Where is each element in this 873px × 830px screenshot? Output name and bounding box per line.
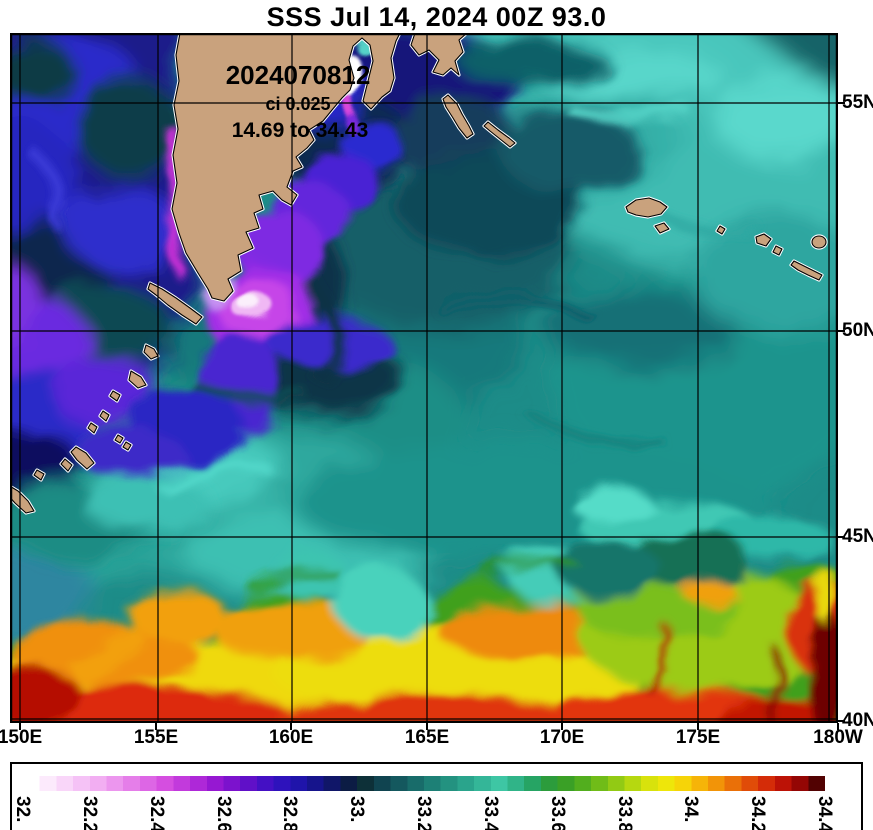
lat-label-50N: 50N (842, 320, 873, 341)
colorbar-tick-label: 32.8 (279, 796, 301, 830)
colorbar-tick-label: 32.2 (78, 796, 100, 830)
colorbar-tick-label: 32. (12, 796, 33, 823)
lon-tick (837, 723, 839, 730)
lat-tick (838, 102, 845, 104)
colorbar-tick-label: 33.2 (413, 796, 434, 830)
lat-tick (838, 330, 845, 332)
lon-label-160E: 160E (268, 727, 314, 748)
ocean-field (10, 33, 838, 723)
lon-label-165E: 165E (404, 727, 450, 748)
lat-label-40N: 40N (842, 710, 873, 731)
colorbar-tick-label: 33.4 (479, 796, 501, 830)
colorbar-gradient (23, 776, 825, 791)
salinity-map-svg: 2024070812 ci 0.025 14.69 to 34.43 (4, 31, 839, 724)
colorbar-tick-label: 33.8 (613, 796, 635, 830)
lon-label-175E: 175E (675, 727, 721, 748)
colorbar-tick-label: 34.2 (747, 796, 769, 830)
lat-tick (838, 536, 845, 538)
lat-label-55N: 55N (842, 92, 873, 113)
annotation-run-id: 2024070812 (226, 60, 371, 90)
lon-label-170E: 170E (539, 727, 585, 748)
colorbar-tick-label: 33.6 (546, 796, 568, 830)
map-area: 2024070812 ci 0.025 14.69 to 34.43 (4, 31, 839, 724)
colorbar-tick-label: 32.6 (212, 796, 234, 830)
plot-title: SSS Jul 14, 2024 00Z 93.0 (266, 2, 607, 32)
colorbar-tick-label: 34. (680, 796, 702, 823)
colorbar-tick-label: 32.4 (145, 796, 167, 830)
lat-label-45N: 45N (842, 526, 873, 547)
lon-tick (697, 723, 699, 730)
lon-label-180W: 180W (813, 727, 863, 748)
annotation-value-range: 14.69 to 34.43 (232, 119, 369, 142)
lon-tick (426, 723, 428, 730)
lon-tick (290, 723, 292, 730)
colorbar-tick-label: 33. (346, 796, 368, 823)
lon-tick (19, 723, 21, 730)
lat-tick (838, 720, 845, 722)
map-frame (9, 32, 839, 724)
lon-tick (561, 723, 563, 730)
annotation-contour-interval: ci 0.025 (265, 94, 330, 114)
lon-label-150E: 150E (0, 727, 43, 748)
lon-label-155E: 155E (133, 727, 179, 748)
colorbar-box (10, 762, 863, 830)
lon-tick (155, 723, 157, 730)
colorbar-tick-label: 34.4 (814, 796, 835, 830)
graticule (10, 33, 838, 723)
